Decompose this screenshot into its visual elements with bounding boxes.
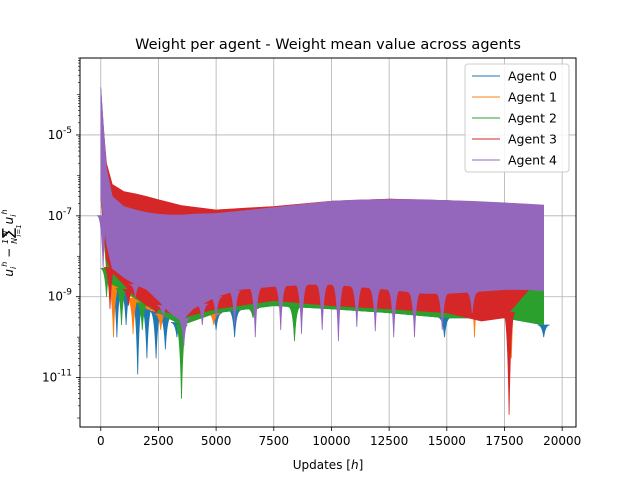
series-dip <box>177 318 190 347</box>
x-tick-label: 2500 <box>143 434 174 448</box>
series-dip <box>274 285 287 331</box>
x-tick-label: 12500 <box>370 434 408 448</box>
y-tick-label: 10-7 <box>48 207 72 223</box>
legend-label: Agent 4 <box>508 153 557 168</box>
x-tick-label: 5000 <box>201 434 232 448</box>
x-tick-label: 20000 <box>543 434 581 448</box>
chart-title: Weight per agent - Weight mean value acr… <box>135 37 521 53</box>
series-dip <box>129 284 142 297</box>
series-dip <box>196 303 209 326</box>
series-dip <box>436 293 449 331</box>
series-dip <box>369 287 382 332</box>
series-dip <box>350 286 363 327</box>
series-dip <box>408 292 421 338</box>
x-tick-label: 0 <box>97 434 105 448</box>
series-dip <box>288 306 301 342</box>
y-axis: 10-11 10-9 10-7 10-5 <box>42 57 80 419</box>
series-dip <box>249 287 262 338</box>
svg-text:uih − 1N∑Ni=1uih: uih − 1N∑N i=1uih <box>0 209 23 276</box>
x-axis-label: Updates [h] <box>293 458 364 472</box>
series-dip <box>246 307 260 318</box>
legend-label: Agent 0 <box>508 69 557 84</box>
x-tick-label: 10000 <box>312 434 350 448</box>
series-layer <box>96 87 550 415</box>
series-dip <box>537 324 550 338</box>
legend-label: Agent 2 <box>508 111 557 126</box>
series-dip <box>502 312 516 415</box>
plot-frame <box>79 57 577 428</box>
x-tick-label: 15000 <box>428 434 466 448</box>
series-dip <box>332 284 345 342</box>
series-dip <box>209 296 223 318</box>
series-dip <box>387 289 400 338</box>
y-tick-label: 10-11 <box>42 369 72 385</box>
series-band <box>100 88 544 322</box>
legend-label: Agent 3 <box>508 132 557 147</box>
series-dip <box>157 305 170 318</box>
x-axis: 0 2500 5000 7500 10000 12500 15000 17500 20000 <box>97 427 581 448</box>
legend-label: Agent 1 <box>508 90 557 105</box>
series-dip <box>228 290 241 326</box>
series-agent-4 <box>96 88 544 347</box>
series-dip <box>438 317 451 338</box>
series-dip <box>315 284 329 331</box>
series-dip <box>122 289 135 306</box>
y-tick-label: 10-5 <box>48 126 72 142</box>
x-tick-label: 7500 <box>259 434 290 448</box>
legend-box <box>464 63 570 173</box>
x-tick-label: 17500 <box>485 434 523 448</box>
series-dip <box>466 291 479 313</box>
y-tick-label: 10-9 <box>48 288 73 304</box>
series-dip <box>295 284 308 334</box>
legend: Agent 0 Agent 1 Agent 2 Agent 3 Agent 4 <box>464 63 570 173</box>
series-dip <box>96 215 110 269</box>
y-axis-label: uih − 1N∑N i=1uih <box>0 209 23 276</box>
